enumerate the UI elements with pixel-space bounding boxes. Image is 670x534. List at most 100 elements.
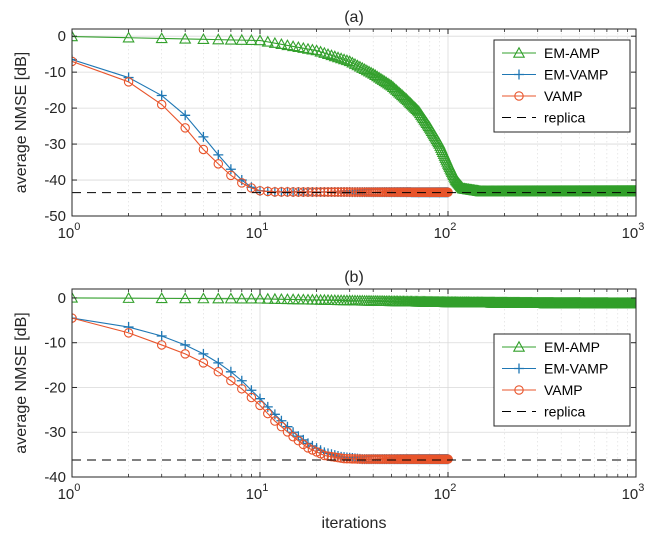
vamp-marker xyxy=(226,170,236,181)
legend-item-em-vamp: EM-VAMP xyxy=(502,361,608,377)
em-amp-marker xyxy=(179,292,192,304)
vamp-marker xyxy=(237,384,247,394)
vamp-marker xyxy=(237,178,247,188)
vamp-marker xyxy=(298,187,309,197)
em-amp-marker xyxy=(629,185,636,197)
legend-item-replica: replica xyxy=(502,110,585,126)
em-amp-marker xyxy=(331,51,345,63)
legend-label: EM-VAMP xyxy=(544,361,608,377)
em-amp-marker xyxy=(122,31,135,43)
legend-box xyxy=(493,39,631,133)
vamp-marker xyxy=(263,186,273,197)
em-vamp-marker xyxy=(123,322,134,333)
y-tick-label: -20 xyxy=(44,379,66,396)
em-amp-marker xyxy=(397,90,410,102)
em-amp-marker xyxy=(72,291,79,303)
em-vamp-marker xyxy=(213,357,224,368)
em-amp-marker xyxy=(328,50,341,62)
em-amp-marker xyxy=(281,39,294,51)
vamp-marker xyxy=(307,445,318,455)
em-vamp-marker xyxy=(180,339,191,350)
vamp-marker xyxy=(270,416,280,426)
legend-item-vamp: VAMP xyxy=(502,88,583,104)
x-tick-label: 103 xyxy=(622,482,645,503)
vamp-marker xyxy=(156,99,167,110)
em-amp-marker xyxy=(261,35,274,47)
vamp-marker xyxy=(246,183,257,193)
em-amp-marker xyxy=(268,292,282,304)
em-amp-marker xyxy=(253,34,267,46)
em-amp-marker xyxy=(325,49,338,61)
em-amp-marker xyxy=(393,86,406,98)
vamp-marker xyxy=(180,123,190,133)
vamp-marker xyxy=(344,454,355,464)
vamp-marker xyxy=(276,187,287,197)
em-amp-marker xyxy=(394,87,407,99)
vamp-marker xyxy=(347,454,358,464)
vamp-marker xyxy=(350,187,360,197)
legend-label: replica xyxy=(544,404,585,420)
em-amp-marker xyxy=(197,292,210,304)
vamp-marker xyxy=(255,186,265,196)
ticks xyxy=(71,289,637,478)
em-amp-marker xyxy=(398,91,412,103)
em-vamp-marker xyxy=(72,54,77,65)
em-amp-marker xyxy=(337,53,351,65)
em-amp-marker xyxy=(314,45,327,57)
em-amp-marker xyxy=(321,47,335,60)
vamp-marker xyxy=(326,451,337,462)
em-amp-marker xyxy=(155,32,168,44)
x-axis-label: iterations xyxy=(322,515,387,532)
y-tick-label: 0 xyxy=(58,290,66,307)
vamp-marker xyxy=(443,454,453,464)
vamp-marker xyxy=(347,187,358,197)
legend-label: VAMP xyxy=(544,88,583,104)
legend: EM-AMP EM-VAMP VAMP replica xyxy=(493,333,631,427)
legend-marker xyxy=(514,91,524,101)
em-amp-marker xyxy=(268,36,282,48)
vamp-marker xyxy=(198,358,209,368)
legend-item-vamp: VAMP xyxy=(502,382,583,398)
vamp-marker xyxy=(315,187,326,197)
vamp-marker xyxy=(355,454,365,464)
vamp-marker xyxy=(323,187,333,197)
panel-b: 100 101 102 103 0 -10 -20 -30 -40 (b) average NMSE… xyxy=(13,269,644,532)
legend-item-em-amp: EM-AMP xyxy=(502,45,600,61)
vamp-marker xyxy=(180,349,190,359)
legend-label: EM-VAMP xyxy=(544,67,608,83)
vamp-marker xyxy=(330,187,340,197)
plot-area xyxy=(72,30,636,198)
x-tick-label: 102 xyxy=(434,482,457,503)
panel-a: 100 101 102 103 0 -10 -20 -30 -40 -50 (a) average N… xyxy=(13,9,644,242)
legend-item-replica: replica xyxy=(502,404,585,420)
em-amp-marker xyxy=(245,292,258,304)
vamp-marker xyxy=(293,187,304,197)
legend: EM-AMP EM-VAMP VAMP replica xyxy=(493,39,631,133)
em-amp-marker xyxy=(179,32,192,44)
vamp-marker xyxy=(123,77,134,87)
ticks xyxy=(71,29,637,217)
em-amp-marker xyxy=(224,292,238,304)
y-tick-label: -10 xyxy=(44,335,66,352)
em-amp-marker xyxy=(155,292,168,304)
vamp-marker xyxy=(326,187,337,197)
em-vamp-marker xyxy=(282,421,293,432)
y-tick-label: -20 xyxy=(44,100,66,117)
em-amp-marker xyxy=(340,54,354,66)
y-tick-label: -50 xyxy=(44,208,66,225)
x-tick-label: 103 xyxy=(622,221,645,242)
em-amp-marker xyxy=(353,60,367,72)
legend-marker xyxy=(514,363,524,374)
x-tick-label: 100 xyxy=(58,482,81,503)
vamp-marker xyxy=(263,408,273,419)
em-amp-marker xyxy=(224,33,238,45)
vamp-marker xyxy=(276,421,287,432)
series-em-amp xyxy=(72,291,636,309)
em-amp-marker xyxy=(235,292,248,304)
vamp-marker xyxy=(226,376,236,386)
em-vamp-marker xyxy=(156,90,167,101)
em-amp-marker xyxy=(261,292,274,304)
em-amp-marker xyxy=(629,297,636,309)
em-amp-marker xyxy=(334,52,348,64)
